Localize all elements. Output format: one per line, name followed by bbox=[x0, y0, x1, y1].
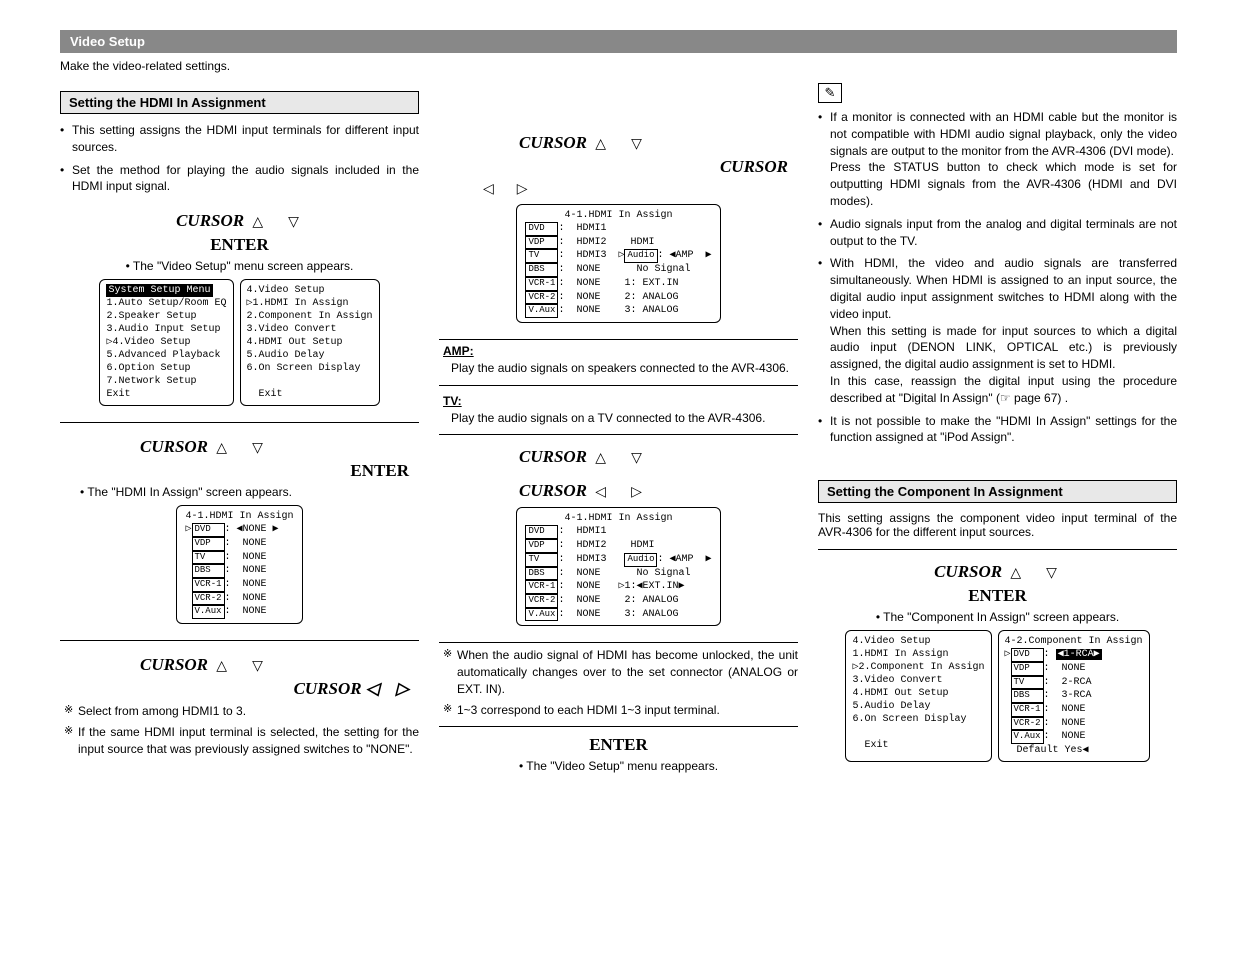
triangle-up-icon: △ bbox=[595, 136, 606, 153]
cursor-label: CURSOR bbox=[934, 562, 1002, 581]
hdmi-step-2: CURSOR △ ▽ ENTER • The "HDMI In Assign" … bbox=[60, 427, 419, 641]
triangle-left-icon: ◁ bbox=[366, 679, 379, 698]
triangle-right-icon: ▷ bbox=[517, 181, 528, 198]
osd-video-setup-2: 4.Video Setup1.HDMI In Assign ▷2.Compone… bbox=[845, 630, 991, 762]
pencil-bullet-2: Audio signals input from the analog and … bbox=[818, 216, 1177, 250]
enter-caption: • The "Video Setup" menu reappears. bbox=[439, 759, 798, 773]
cursor-label: CURSOR bbox=[140, 655, 208, 674]
component-sub-header: Setting the Component In Assignment bbox=[818, 480, 1177, 503]
hdmi-bullet-1: This setting assigns the HDMI input term… bbox=[60, 122, 419, 156]
triangle-down-icon: ▽ bbox=[1046, 565, 1057, 582]
osd-hdmi-assign-extin: 4-1.HDMI In AssignDVD : HDMI1 VDP : HDMI… bbox=[516, 507, 720, 626]
column-2: CURSOR △ ▽ CURSOR ◁ ▷ 4-1.HDMI In Assign… bbox=[439, 83, 798, 791]
triangle-down-icon: ▽ bbox=[252, 658, 263, 675]
col2-ast-2: 1~3 correspond to each HDMI 1~3 input te… bbox=[443, 702, 798, 719]
cursor-label: CURSOR bbox=[140, 437, 208, 456]
osd-system-setup: System Setup Menu 1.Auto Setup/Room EQ 2… bbox=[99, 279, 233, 406]
pencil-bullet-4: It is not possible to make the "HDMI In … bbox=[818, 413, 1177, 447]
hdmi-bullet-2: Set the method for playing the audio sig… bbox=[60, 162, 419, 196]
cursor-label: CURSOR bbox=[519, 133, 587, 152]
component-intro: This setting assigns the component video… bbox=[818, 511, 1177, 539]
step1-caption: • The "Video Setup" menu screen appears. bbox=[60, 259, 419, 273]
cursor-label: CURSOR bbox=[294, 679, 362, 698]
cursor-label: CURSOR bbox=[519, 481, 587, 500]
component-caption: • The "Component In Assign" screen appea… bbox=[818, 610, 1177, 624]
triangle-down-icon: ▽ bbox=[252, 440, 263, 457]
hdmi-sub-header: Setting the HDMI In Assignment bbox=[60, 91, 419, 114]
component-step-1: CURSOR △ ▽ ENTER • The "Component In Ass… bbox=[818, 549, 1177, 778]
hdmi-step-5: CURSOR △ ▽ CURSOR ◁ ▷ 4-1.HDMI In Assign… bbox=[439, 434, 798, 643]
hdmi-step-1: CURSOR △ ▽ ENTER • The "Video Setup" men… bbox=[60, 201, 419, 423]
triangle-up-icon: △ bbox=[595, 450, 606, 467]
hdmi-step-4: CURSOR △ ▽ CURSOR ◁ ▷ 4-1.HDMI In Assign… bbox=[439, 123, 798, 340]
pencil-bullet-3: With HDMI, the video and audio signals a… bbox=[818, 255, 1177, 406]
triangle-up-icon: △ bbox=[1010, 565, 1021, 582]
enter-label: ENTER bbox=[439, 735, 798, 755]
triangle-up-icon: △ bbox=[216, 658, 227, 675]
triangle-up-icon: △ bbox=[216, 440, 227, 457]
osd-hdmi-assign-amp: 4-1.HDMI In AssignDVD : HDMI1 VDP : HDMI… bbox=[516, 204, 720, 323]
hdmi-step-3: CURSOR △ ▽ CURSOR ◁ ▷ Select from among … bbox=[60, 645, 419, 771]
triangle-left-icon: ◁ bbox=[483, 181, 494, 198]
osd-component-assign: 4-2.Component In Assign▷DVD : ◀1-RCA▶ VD… bbox=[998, 630, 1150, 762]
step3-note-1: Select from among HDMI1 to 3. bbox=[64, 703, 419, 720]
cursor-label: CURSOR bbox=[519, 447, 587, 466]
tv-text: Play the audio signals on a TV connected… bbox=[451, 410, 794, 427]
enter-label: ENTER bbox=[60, 235, 419, 255]
amp-label: AMP: bbox=[443, 344, 474, 358]
column-1: Setting the HDMI In Assignment This sett… bbox=[60, 83, 419, 791]
triangle-up-icon: △ bbox=[252, 214, 263, 231]
section-header: Video Setup bbox=[60, 30, 1177, 53]
column-3: ✎ If a monitor is connected with an HDMI… bbox=[818, 83, 1177, 791]
step2-caption: • The "HDMI In Assign" screen appears. bbox=[80, 485, 419, 499]
amp-text: Play the audio signals on speakers conne… bbox=[451, 360, 794, 377]
intro-text: Make the video-related settings. bbox=[60, 59, 1177, 73]
tv-label: TV: bbox=[443, 394, 462, 408]
triangle-right-icon: ▷ bbox=[396, 679, 409, 698]
pencil-icon: ✎ bbox=[818, 83, 842, 103]
osd-video-setup: 4.Video Setup▷1.HDMI In Assign 2.Compone… bbox=[240, 279, 380, 406]
enter-label: ENTER bbox=[60, 461, 419, 481]
triangle-right-icon: ▷ bbox=[631, 484, 642, 501]
step3-note-2: If the same HDMI input terminal is selec… bbox=[64, 724, 419, 758]
cursor-label: CURSOR bbox=[176, 211, 244, 230]
enter-label: ENTER bbox=[818, 586, 1177, 606]
triangle-down-icon: ▽ bbox=[631, 450, 642, 467]
col2-ast-1: When the audio signal of HDMI has become… bbox=[443, 647, 798, 697]
triangle-down-icon: ▽ bbox=[288, 214, 299, 231]
triangle-left-icon: ◁ bbox=[595, 484, 606, 501]
triangle-down-icon: ▽ bbox=[631, 136, 642, 153]
cursor-label: CURSOR bbox=[720, 157, 788, 176]
osd-hdmi-assign-1: 4-1.HDMI In Assign▷DVD : ◀NONE ▶ VDP : N… bbox=[176, 505, 302, 624]
pencil-bullet-1: If a monitor is connected with an HDMI c… bbox=[818, 109, 1177, 210]
enter-final: ENTER • The "Video Setup" menu reappears… bbox=[439, 726, 798, 787]
